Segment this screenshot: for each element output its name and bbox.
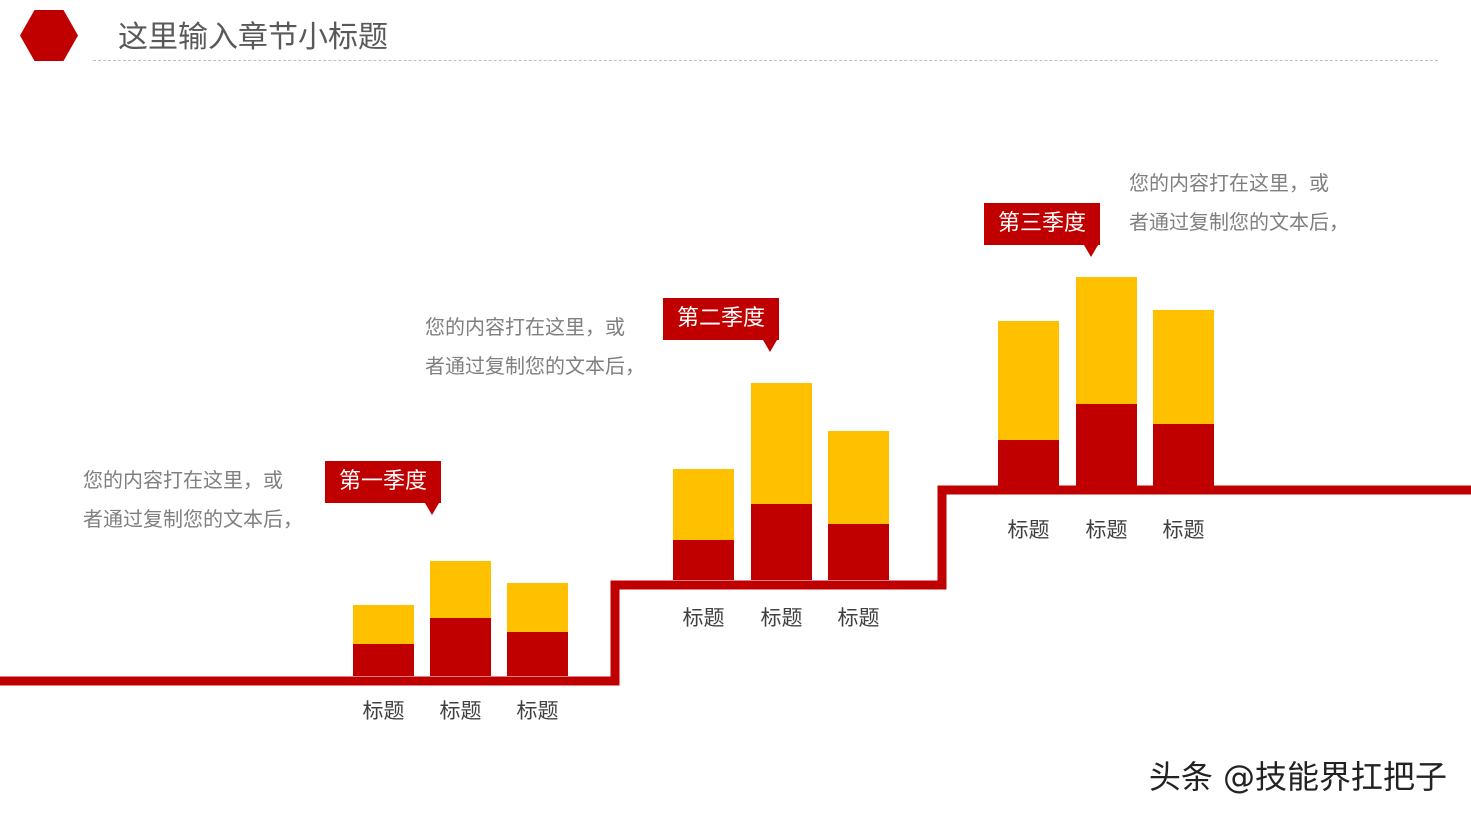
desc-line: 您的内容打在这里，或 bbox=[425, 315, 625, 339]
bar-label: 标题 bbox=[1085, 518, 1128, 542]
desc-line: 者通过复制您的文本后， bbox=[1129, 210, 1349, 234]
bar-segment-yellow bbox=[673, 469, 734, 540]
bar-label: 标题 bbox=[362, 699, 405, 723]
bar-segment-yellow bbox=[828, 431, 889, 524]
q2-description: 您的内容打在这里，或 者通过复制您的文本后， bbox=[425, 308, 645, 386]
desc-line: 者通过复制您的文本后， bbox=[83, 507, 303, 531]
q3-description: 您的内容打在这里，或 者通过复制您的文本后， bbox=[1129, 164, 1349, 242]
title-divider bbox=[93, 60, 1438, 61]
bar-segment-red bbox=[430, 618, 491, 676]
bar-segment-red bbox=[353, 644, 414, 676]
desc-line: 您的内容打在这里，或 bbox=[83, 468, 283, 492]
bar-label: 标题 bbox=[682, 606, 725, 630]
page-title: 这里输入章节小标题 bbox=[118, 20, 388, 55]
bar-segment-yellow bbox=[1076, 277, 1137, 404]
bar-label: 标题 bbox=[760, 606, 803, 630]
desc-line: 者通过复制您的文本后， bbox=[425, 354, 645, 378]
bar-segment-yellow bbox=[353, 605, 414, 644]
bar-segment-red bbox=[1153, 424, 1214, 486]
bar-segment-yellow bbox=[998, 321, 1059, 440]
bar-label: 标题 bbox=[837, 606, 880, 630]
bar-segment-red bbox=[998, 440, 1059, 486]
bar-segment-red bbox=[1076, 404, 1137, 486]
bar-label: 标题 bbox=[1007, 518, 1050, 542]
bar-label: 标题 bbox=[439, 699, 482, 723]
q3-tag: 第三季度 bbox=[984, 203, 1100, 257]
watermark: 头条 @技能界扛把子 bbox=[1148, 758, 1447, 796]
bar-segment-yellow bbox=[507, 583, 568, 632]
bar-label: 标题 bbox=[1162, 518, 1205, 542]
bar-segment-yellow bbox=[1153, 310, 1214, 424]
bar-segment-yellow bbox=[430, 561, 491, 618]
staircase-line bbox=[0, 485, 1471, 686]
bar-segment-red bbox=[751, 504, 812, 580]
q1-description: 您的内容打在这里，或 者通过复制您的文本后， bbox=[83, 461, 303, 539]
bar-segment-red bbox=[828, 524, 889, 580]
bar-label: 标题 bbox=[516, 699, 559, 723]
q1-tag: 第一季度 bbox=[325, 461, 441, 515]
bar-segment-red bbox=[507, 632, 568, 676]
bar-segment-red bbox=[673, 540, 734, 580]
desc-line: 您的内容打在这里，或 bbox=[1129, 171, 1329, 195]
bar-segment-yellow bbox=[751, 383, 812, 504]
q2-tag: 第二季度 bbox=[663, 298, 779, 352]
